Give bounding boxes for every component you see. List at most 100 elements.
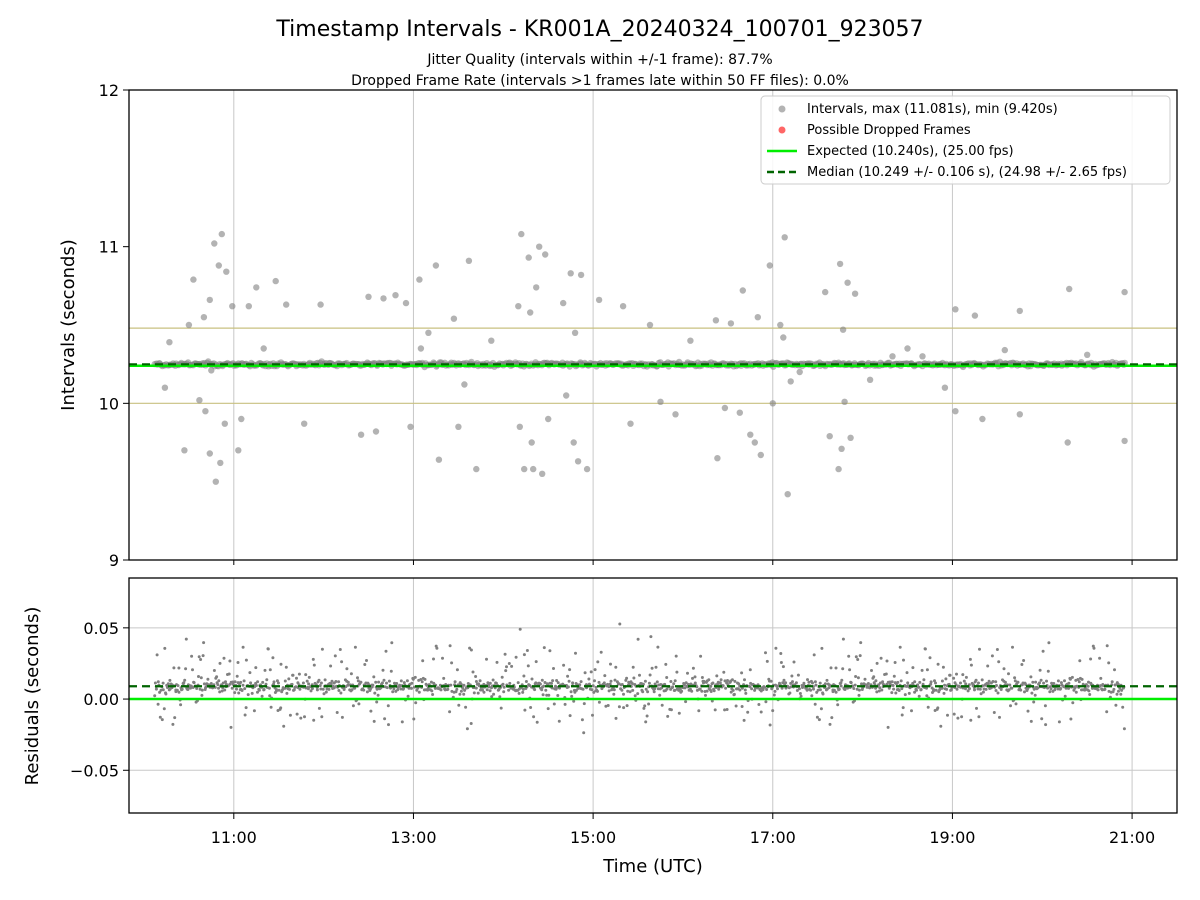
residual-point: [673, 679, 677, 683]
interval-outlier-point: [181, 447, 188, 454]
residual-point: [1122, 727, 1126, 731]
top-ytick-label: 12: [99, 81, 119, 100]
residual-point: [612, 692, 616, 696]
residual-point: [385, 681, 388, 685]
residual-point: [389, 686, 392, 690]
residual-point: [563, 702, 567, 706]
residual-point: [156, 702, 160, 706]
interval-outlier-point: [260, 345, 267, 352]
residual-point: [686, 671, 689, 675]
residual-point: [1039, 678, 1043, 682]
interval-outlier-point: [563, 392, 570, 399]
residual-point: [722, 670, 726, 674]
top-lines: [129, 363, 1177, 367]
residual-point: [673, 688, 677, 692]
interval-outlier-point: [301, 420, 308, 427]
residual-point: [955, 672, 958, 676]
residual-point: [1029, 675, 1033, 679]
interval-outlier-point: [751, 439, 758, 446]
residual-point: [337, 680, 341, 684]
interval-outlier-point: [1121, 288, 1128, 296]
residual-point: [242, 679, 246, 683]
residual-point: [450, 661, 454, 665]
residual-point: [365, 659, 368, 662]
residual-point: [834, 666, 838, 670]
residual-point: [400, 720, 404, 724]
interval-outlier-point: [941, 384, 949, 391]
residual-point: [387, 723, 390, 727]
residual-point: [641, 690, 645, 694]
interval-outlier-point: [211, 240, 218, 247]
residual-point: [955, 687, 959, 691]
residual-point: [338, 648, 342, 651]
residual-point: [542, 684, 546, 688]
interval-outlier-point: [521, 465, 528, 473]
residual-point: [462, 692, 466, 696]
residual-point: [980, 678, 984, 682]
residual-point: [1067, 681, 1071, 685]
residual-point: [719, 678, 723, 682]
residual-point: [574, 651, 577, 655]
interval-outlier-point: [571, 329, 579, 336]
residual-point: [1003, 680, 1007, 684]
residual-point: [854, 675, 858, 678]
bottom-xtick-label: 19:00: [929, 828, 975, 847]
residual-point: [617, 705, 621, 709]
residual-point: [216, 683, 220, 687]
residual-point: [224, 680, 227, 684]
residual-point: [1020, 663, 1024, 666]
residual-point: [715, 674, 719, 678]
residual-point: [269, 705, 273, 709]
residual-point: [510, 664, 514, 668]
residual-point: [235, 674, 239, 678]
residual-point: [797, 687, 801, 691]
residual-point: [759, 710, 763, 714]
interval-outlier-point: [190, 276, 197, 283]
residual-point: [455, 687, 459, 691]
residual-point: [809, 688, 813, 692]
residual-point: [946, 713, 949, 717]
residual-point: [593, 679, 596, 683]
interval-outlier-point: [221, 420, 228, 427]
residual-point: [524, 680, 528, 683]
interval-outlier-point: [425, 329, 432, 336]
residual-point: [317, 678, 321, 682]
residual-point: [222, 656, 226, 660]
residual-point: [363, 663, 367, 666]
residual-point: [180, 687, 184, 691]
residual-point: [713, 708, 717, 712]
residual-point: [901, 706, 905, 710]
residual-point: [1008, 683, 1012, 687]
residual-point: [1063, 679, 1066, 683]
residual-point: [961, 673, 965, 677]
residual-point: [830, 716, 834, 720]
residual-point: [740, 705, 744, 708]
residual-point: [910, 709, 913, 713]
residual-point: [542, 646, 546, 650]
residual-point: [241, 683, 245, 687]
residual-point: [481, 688, 484, 692]
residual-point: [705, 689, 709, 693]
interval-outlier-point: [402, 299, 410, 307]
residual-point: [952, 676, 956, 680]
residual-point: [312, 663, 316, 667]
top-ytick-label: 9: [109, 551, 119, 570]
residual-point: [818, 688, 822, 692]
residual-point: [375, 687, 379, 691]
interval-outlier-point: [838, 445, 845, 452]
residual-point: [285, 691, 289, 695]
residual-point: [556, 694, 560, 697]
residual-point: [906, 681, 910, 685]
interval-outlier-point: [245, 303, 252, 310]
residual-point: [863, 677, 867, 681]
residual-point: [1038, 668, 1042, 672]
residual-point: [156, 680, 160, 684]
residual-point: [859, 641, 863, 645]
residual-point: [856, 658, 860, 661]
residual-point: [987, 679, 991, 683]
residual-point: [304, 673, 308, 677]
residual-point: [848, 668, 852, 672]
residual-point: [1029, 719, 1033, 723]
residual-point: [991, 680, 995, 683]
